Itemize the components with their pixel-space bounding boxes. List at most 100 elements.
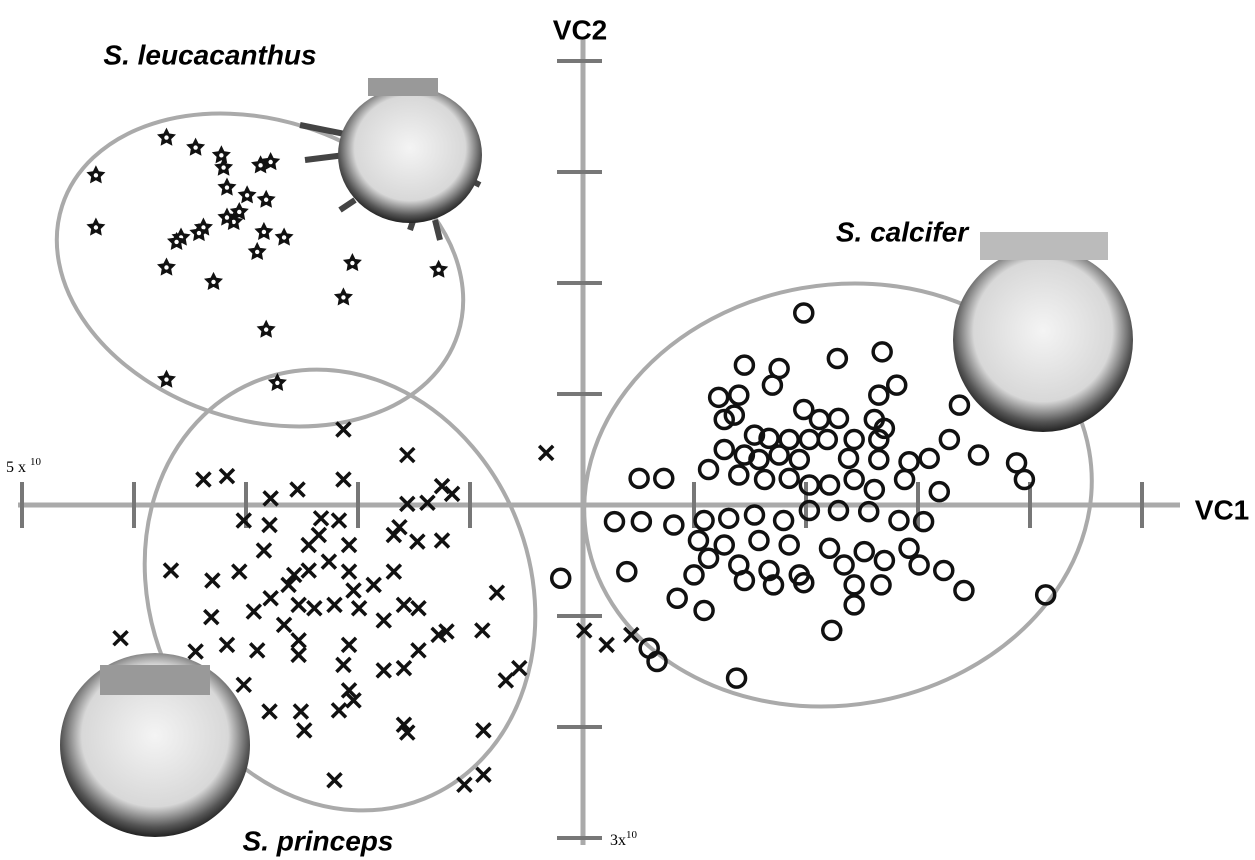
cross-point [235, 512, 252, 529]
y-end-exp: 10 [626, 829, 638, 841]
cross-point [511, 659, 528, 677]
circle-point [868, 384, 890, 406]
marks [86, 127, 1057, 793]
cross-point [290, 632, 307, 649]
circle-point [793, 302, 815, 324]
circle-point [888, 509, 910, 532]
cross-point [399, 495, 416, 513]
cross-point [576, 622, 593, 639]
cross-point [475, 766, 492, 783]
star-center [258, 163, 263, 168]
circle-point [713, 438, 735, 461]
group-ellipse [582, 281, 1094, 709]
circle-point [728, 384, 750, 406]
circle-point [748, 529, 770, 552]
circle-point [616, 560, 638, 583]
circle-point [843, 468, 865, 491]
y-end-label: 3x10 [610, 829, 638, 849]
cross-point [187, 643, 204, 660]
circle-point [603, 510, 626, 533]
star-center [244, 193, 250, 198]
star-center [436, 267, 441, 272]
cross-point [261, 516, 278, 534]
cross-point [433, 532, 451, 549]
cross-point [275, 616, 293, 634]
star-center [350, 260, 355, 266]
cross-point [623, 626, 640, 644]
star-center [164, 135, 169, 140]
cross-point [330, 702, 348, 719]
cross-point [598, 636, 615, 654]
cross-point [385, 563, 403, 580]
circle-point [646, 650, 668, 673]
circle-point [713, 408, 735, 431]
shell-image [299, 78, 482, 241]
cross-point [375, 662, 392, 679]
star-center [174, 239, 179, 245]
cross-point [399, 446, 416, 464]
circle-point [873, 549, 896, 572]
circle-point [893, 468, 916, 491]
circle-point [693, 599, 715, 622]
circle-point [871, 341, 893, 363]
cross-point [235, 676, 252, 694]
cross-point [245, 603, 263, 620]
star-center [221, 165, 226, 170]
circle-point [778, 428, 800, 451]
circle-point [833, 554, 855, 576]
cross-point [410, 642, 427, 659]
cross-point [162, 562, 180, 579]
cross-point [375, 612, 392, 629]
circle-point [827, 407, 850, 430]
circle-point [908, 554, 930, 576]
circle-point [723, 404, 746, 426]
circle-point [868, 428, 890, 451]
cross-point [456, 776, 473, 793]
circle-point [818, 537, 841, 560]
shell-image [953, 232, 1133, 432]
circle-point [758, 559, 780, 582]
cross-point [320, 553, 338, 570]
cross-point [497, 672, 515, 689]
circle-point [933, 559, 955, 582]
circle-point [743, 504, 766, 526]
cross-point [474, 622, 491, 639]
cross-point [312, 510, 330, 527]
star-center [261, 229, 267, 235]
circle-point [683, 564, 705, 586]
circle-point [818, 474, 841, 496]
star-center [255, 249, 260, 255]
cross-point [335, 421, 352, 438]
circle-point [1005, 452, 1028, 474]
circle-point [753, 468, 776, 491]
cross-point [345, 692, 362, 709]
circle-point [693, 509, 715, 532]
cross-point [340, 636, 358, 654]
star-center [93, 173, 99, 178]
cross-point [218, 467, 236, 485]
circle-point [912, 510, 935, 533]
cross-point [289, 481, 306, 498]
illustrations [54, 78, 1133, 837]
cross-point [330, 512, 348, 529]
circle-point [778, 534, 800, 556]
circle-point [630, 510, 653, 533]
circle-point [733, 569, 756, 592]
circle-point [898, 537, 920, 560]
circle-point [697, 547, 720, 570]
star-center [263, 327, 269, 332]
circle-point [873, 417, 896, 440]
cross-point [340, 536, 358, 554]
cross-point [537, 444, 555, 462]
star-center [224, 185, 230, 190]
x-end-label: 5 x 10 [6, 456, 42, 476]
circle-point [549, 567, 572, 590]
circle-point [666, 587, 688, 609]
star-center [193, 145, 198, 150]
circle-point [733, 354, 756, 376]
star-center [275, 380, 280, 386]
shell-image [60, 653, 250, 837]
cross-point [350, 599, 368, 617]
